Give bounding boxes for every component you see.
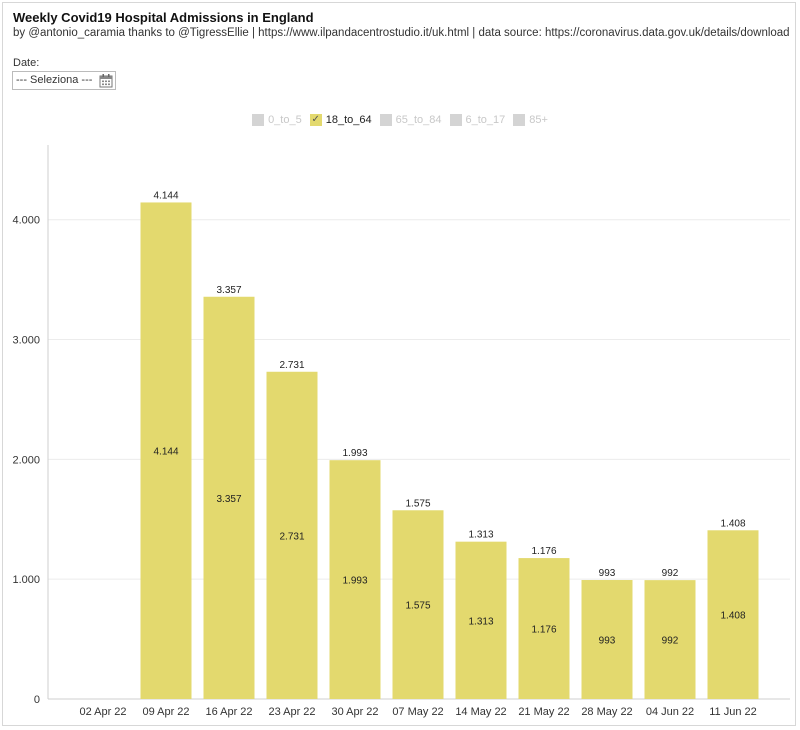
bar-value-label: 1.575 [405, 498, 430, 509]
page-subtitle: by @antonio_caramia thanks to @TigressEl… [13, 27, 790, 39]
bar-inner-value-label: 992 [662, 636, 679, 647]
legend-swatch [513, 114, 526, 126]
legend-item-18-to-64[interactable]: ✓ 18_to_64 [309, 112, 372, 128]
legend-label: 0_to_5 [268, 114, 302, 126]
x-tick-label: 23 Apr 22 [268, 706, 315, 718]
page-title: Weekly Covid19 Hospital Admissions in En… [13, 10, 314, 25]
bar-inner-value-label: 1.408 [720, 611, 745, 622]
bar-value-label: 2.731 [279, 360, 304, 371]
date-filter-label: Date: [13, 57, 40, 69]
bar [707, 530, 759, 699]
y-tick-label: 3.000 [12, 335, 40, 347]
chart-legend: 0_to_5 ✓ 18_to_64 65_to_84 6_to_17 85+ [0, 112, 800, 128]
bar [644, 580, 696, 699]
bar-value-label: 1.408 [720, 518, 745, 529]
bar [266, 371, 318, 699]
bar-value-label: 1.313 [468, 530, 493, 541]
y-tick-label: 2.000 [12, 454, 40, 466]
bar-value-label: 1.993 [342, 448, 367, 459]
date-filter-select[interactable]: --- Seleziona --- [12, 71, 116, 90]
legend-item-65-to-84[interactable]: 65_to_84 [379, 112, 442, 128]
legend-check-icon: ✓ [309, 114, 322, 126]
legend-item-85-[interactable]: 85+ [513, 112, 548, 128]
bar-value-label: 1.176 [531, 546, 556, 557]
date-filter-value: --- Seleziona --- [16, 74, 93, 86]
x-tick-label: 16 Apr 22 [205, 706, 252, 718]
bar-inner-value-label: 1.993 [342, 576, 367, 587]
y-tick-label: 4.000 [12, 215, 40, 227]
calendar-icon[interactable] [99, 73, 113, 88]
x-tick-label: 09 Apr 22 [142, 706, 189, 718]
bar [329, 460, 381, 699]
x-tick-label: 30 Apr 22 [331, 706, 378, 718]
legend-swatch [449, 114, 462, 126]
y-tick-label: 0 [34, 694, 40, 706]
bar [581, 580, 633, 699]
x-tick-label: 21 May 22 [518, 706, 569, 718]
bar [203, 296, 255, 699]
bar-inner-value-label: 2.731 [279, 531, 304, 542]
x-tick-label: 04 Jun 22 [646, 706, 694, 718]
y-tick-label: 1.000 [12, 574, 40, 586]
legend-label: 65_to_84 [395, 114, 442, 126]
legend-item-6-to-17[interactable]: 6_to_17 [449, 112, 506, 128]
bar [392, 510, 444, 699]
bar [140, 202, 192, 699]
legend-item-0-to-5[interactable]: 0_to_5 [252, 112, 302, 128]
x-tick-label: 02 Apr 22 [79, 706, 126, 718]
bar [518, 558, 570, 699]
bar-value-label: 992 [662, 568, 679, 579]
bar-inner-value-label: 1.313 [468, 616, 493, 627]
legend-label: 18_to_64 [325, 114, 372, 126]
bar-inner-value-label: 1.176 [531, 625, 556, 636]
bar-value-label: 3.357 [216, 285, 241, 296]
bar-inner-value-label: 1.575 [405, 601, 430, 612]
legend-label: 6_to_17 [465, 114, 506, 126]
x-tick-label: 11 Jun 22 [709, 706, 757, 718]
legend-swatch [252, 114, 265, 126]
bar-inner-value-label: 4.144 [153, 447, 178, 458]
x-tick-label: 14 May 22 [455, 706, 506, 718]
x-tick-label: 28 May 22 [581, 706, 632, 718]
bar-inner-value-label: 3.357 [216, 494, 241, 505]
bar-value-label: 4.144 [153, 190, 178, 201]
bar [455, 541, 507, 699]
bar-inner-value-label: 993 [599, 636, 616, 647]
legend-label: 85+ [529, 114, 548, 126]
legend-swatch [379, 114, 392, 126]
bar-value-label: 993 [599, 568, 616, 579]
x-tick-label: 07 May 22 [392, 706, 443, 718]
